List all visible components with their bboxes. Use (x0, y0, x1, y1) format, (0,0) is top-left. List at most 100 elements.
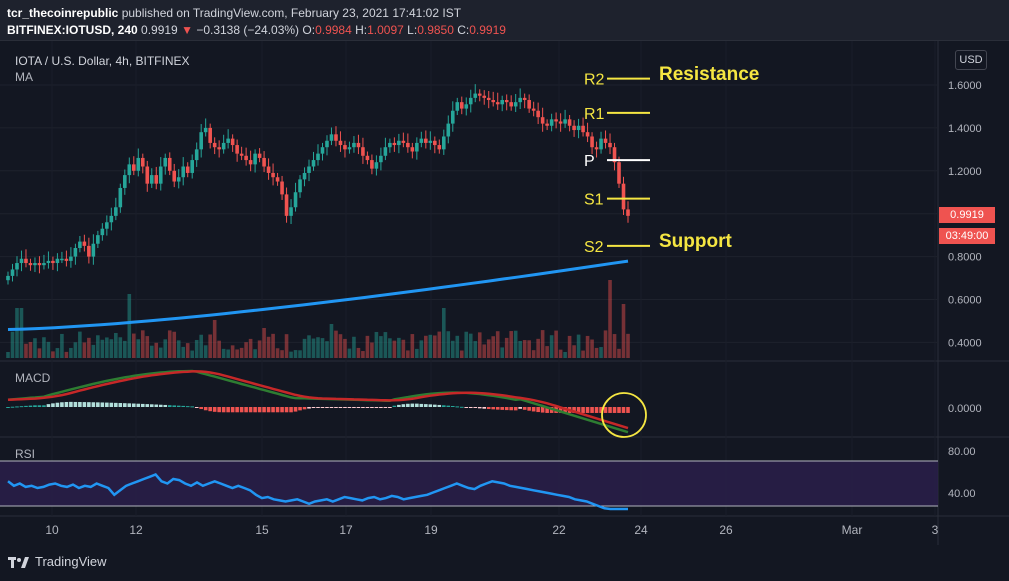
candle-body (64, 258, 69, 261)
volume-bar (100, 339, 105, 358)
symbol-label: BITFINEX:IOTUSD, 240 (7, 23, 138, 37)
candle-body (599, 138, 603, 150)
time-axis-label: 17 (339, 523, 353, 537)
ma-legend[interactable]: MA (15, 70, 33, 84)
candle-body (46, 260, 51, 264)
volume-bar (302, 338, 307, 358)
candle-body (253, 153, 257, 165)
published-text: published on TradingView.com, February 2… (121, 6, 462, 20)
volume-bar (42, 337, 46, 358)
macd-hist-bar (473, 407, 478, 408)
volume-bar (109, 339, 114, 358)
currency-button[interactable]: USD (955, 50, 987, 70)
candle-body (280, 181, 284, 195)
candle-body (617, 162, 621, 184)
rsi-legend[interactable]: RSI (15, 447, 36, 461)
macd-hist-bar (73, 401, 78, 407)
time-axis-label: 22 (552, 523, 566, 537)
publish-header: tcr_thecoinrepublic published on Trading… (0, 0, 1009, 41)
candle-body (581, 125, 585, 133)
candle-body (455, 102, 460, 111)
volume-bar (194, 339, 199, 358)
macd-hist-bar (374, 407, 379, 408)
macd-hist-bar (545, 407, 549, 413)
macd-hist-bar (149, 404, 154, 407)
candle-body (545, 123, 549, 126)
pivot-label: P (584, 153, 595, 170)
pivot-levels: R2 R1 P S1 S2 (584, 72, 650, 256)
volume-bar (612, 334, 617, 358)
volume-bar (473, 341, 478, 358)
volume-bar (114, 332, 118, 358)
macd-hist-bar (468, 407, 473, 408)
macd-hist-bar (298, 407, 302, 411)
volume-bar (468, 333, 473, 358)
macd-hist-bar (365, 407, 370, 408)
macd-hist-bar (55, 402, 60, 407)
candle-body (293, 192, 298, 208)
macd-hist-bar (33, 405, 37, 407)
time-axis-label: 12 (129, 523, 143, 537)
candle-body (549, 119, 554, 126)
candle-body (73, 248, 78, 257)
volume-bar (248, 338, 253, 358)
volume-bar (136, 339, 141, 358)
macd-hist-bar (370, 407, 374, 408)
candle-body (37, 263, 42, 266)
tradingview-icon (8, 556, 29, 568)
macd-hist-bar (599, 407, 603, 413)
candle-body (572, 125, 576, 131)
candle-body (181, 166, 186, 178)
macd-hist-bar (388, 407, 392, 408)
volume-bar (69, 347, 73, 358)
volume-bar (504, 337, 509, 358)
time-axis-label: 10 (45, 523, 59, 537)
candle-body (527, 100, 531, 109)
macd-hist-bar (136, 403, 141, 407)
macd-legend[interactable]: MACD (15, 371, 51, 385)
macd-hist-bar (262, 407, 266, 413)
macd-hist-bar (203, 407, 208, 411)
candle-body (208, 127, 212, 143)
rsi-line (7, 473, 628, 511)
volume-bar (118, 337, 123, 358)
volume-bar (96, 335, 100, 358)
publisher-name[interactable]: tcr_thecoinrepublic (7, 6, 119, 20)
volume-bar (167, 330, 172, 358)
macd-hist-bar (459, 406, 464, 408)
macd-hist-bar (383, 407, 388, 408)
volume-bar (558, 349, 563, 358)
macd-hist-bar (185, 406, 190, 408)
volume-bar (459, 350, 464, 358)
macd-hist-bar (325, 407, 329, 408)
macd-hist-bar (172, 405, 177, 407)
candle-body (271, 172, 275, 178)
macd-hist-bar (590, 407, 594, 413)
candle-body (608, 142, 612, 148)
time-axis-label: 15 (255, 523, 269, 537)
volume-bar (320, 338, 325, 358)
volume-bar (158, 347, 163, 358)
macd-hist-bar (612, 407, 617, 413)
volume-bar (581, 350, 585, 358)
volume-bars (6, 280, 630, 358)
macd-hist-bar (289, 407, 293, 413)
candle-body (513, 102, 518, 107)
volume-bar (78, 331, 82, 358)
volume-bar (590, 339, 594, 358)
high-value: 1.0097 (367, 23, 404, 37)
macd-hist-bar (271, 407, 275, 413)
candle-body (176, 177, 181, 182)
candle-body (365, 155, 370, 161)
candle-body (563, 119, 567, 124)
volume-bar (441, 308, 446, 358)
candle-body (415, 142, 419, 152)
macd-hist-bar (105, 402, 109, 407)
volume-bar (518, 340, 522, 358)
support-label: Support (659, 231, 732, 252)
volume-bar (531, 350, 536, 358)
macd-hist-bar (280, 407, 284, 413)
tradingview-logo[interactable]: TradingView (8, 554, 107, 569)
candle-body (91, 243, 96, 257)
